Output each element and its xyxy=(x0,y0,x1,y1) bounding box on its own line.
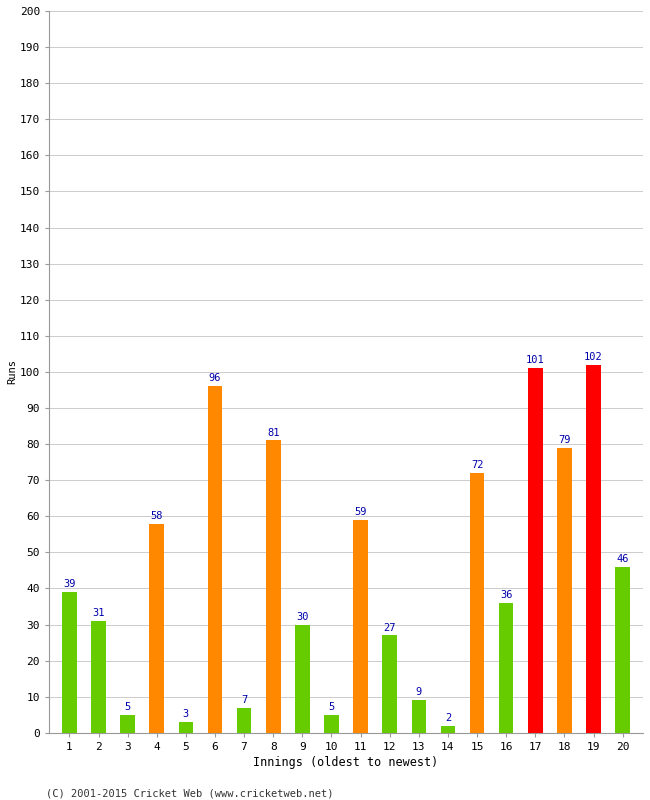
Text: 27: 27 xyxy=(384,622,396,633)
Text: 31: 31 xyxy=(92,608,105,618)
Bar xyxy=(120,715,135,733)
Text: 3: 3 xyxy=(183,709,189,719)
Bar xyxy=(208,386,222,733)
Text: 2: 2 xyxy=(445,713,451,722)
Bar xyxy=(441,726,455,733)
Bar xyxy=(499,603,514,733)
Bar xyxy=(382,635,397,733)
Text: 101: 101 xyxy=(526,355,545,366)
Bar xyxy=(528,368,543,733)
Bar xyxy=(179,722,193,733)
Text: 7: 7 xyxy=(241,694,247,705)
Y-axis label: Runs: Runs xyxy=(7,359,17,385)
Text: 36: 36 xyxy=(500,590,512,600)
Text: 30: 30 xyxy=(296,612,309,622)
Text: 102: 102 xyxy=(584,352,603,362)
Bar xyxy=(266,441,281,733)
Bar xyxy=(616,567,630,733)
Text: 58: 58 xyxy=(151,510,163,521)
Text: (C) 2001-2015 Cricket Web (www.cricketweb.net): (C) 2001-2015 Cricket Web (www.cricketwe… xyxy=(46,788,333,798)
Text: 5: 5 xyxy=(328,702,335,712)
Text: 72: 72 xyxy=(471,460,484,470)
Bar xyxy=(354,520,368,733)
Bar xyxy=(324,715,339,733)
Bar xyxy=(586,365,601,733)
Bar xyxy=(295,625,309,733)
Text: 81: 81 xyxy=(267,427,280,438)
Text: 39: 39 xyxy=(63,579,75,589)
Bar xyxy=(557,448,572,733)
Bar xyxy=(91,621,106,733)
X-axis label: Innings (oldest to newest): Innings (oldest to newest) xyxy=(254,756,439,769)
Text: 46: 46 xyxy=(616,554,629,564)
Bar xyxy=(150,523,164,733)
Bar xyxy=(62,592,77,733)
Text: 59: 59 xyxy=(354,507,367,517)
Text: 96: 96 xyxy=(209,374,221,383)
Text: 5: 5 xyxy=(125,702,131,712)
Bar xyxy=(237,707,252,733)
Text: 9: 9 xyxy=(416,687,422,698)
Text: 79: 79 xyxy=(558,435,571,445)
Bar xyxy=(470,473,484,733)
Bar xyxy=(411,700,426,733)
